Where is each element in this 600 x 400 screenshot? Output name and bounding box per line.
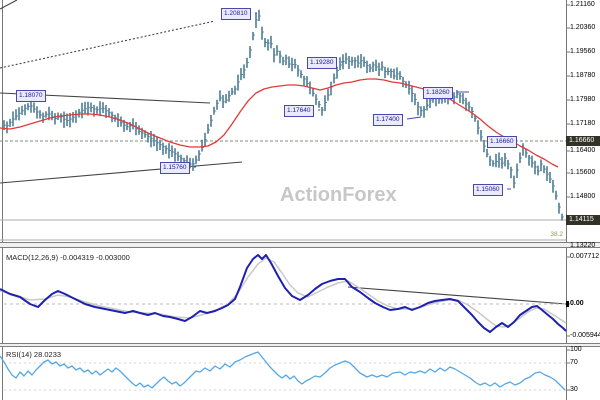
support-trendline[interactable] [0,161,243,184]
price-tag-1-18070[interactable]: 1.18070 [16,90,46,102]
price-axis-label: 1.13220 [570,242,596,249]
rsi-axis-label: 100 [570,346,582,353]
price-axis-label: 1.18780 [570,72,596,79]
price-tag-1-17640[interactable]: 1.17640 [284,105,314,117]
fib-38-2-label: 38.2 [550,231,563,238]
price-axis-label: 1.15600 [570,169,596,176]
price-axis-label: 1.16400 [570,147,596,154]
macd-zero-marker [566,301,569,307]
price-axis-label: 1.20360 [570,24,596,31]
price-axis-label: 1.21160 [570,1,595,8]
price-axis-label: 1.17180 [570,120,596,127]
macd-line [0,254,567,333]
macd-indicator-label: MACD(12,26,9) -0.004319 -0.003000 [6,253,130,262]
price-axis-label: 1.17980 [570,96,596,103]
rsi-line [0,351,566,391]
macd-signal-line [0,257,567,328]
actionforex-watermark: ActionForex [280,184,397,206]
panel-separator[interactable] [0,343,600,347]
rsi-axis-label: 30 [570,386,578,393]
rsi-indicator-label: RSI(14) 28.0233 [6,350,62,359]
price-tag-1-20810[interactable]: 1.20810 [221,8,251,20]
macd-trendline[interactable] [347,286,567,305]
price-tag-connector [406,116,422,120]
price-axis-label: 1.14800 [570,193,596,200]
price-tag-1-15060[interactable]: 1.15060 [473,184,503,196]
rsi-axis-label: 70 [570,359,578,366]
price-tag-1-16660[interactable]: 1.16660 [487,136,517,148]
price-tag-1-19280[interactable]: 1.19280 [307,57,337,69]
price-tag-1-17400[interactable]: 1.17400 [373,114,403,126]
panel-separator[interactable] [0,242,600,248]
price-axis-label: 1.19560 [570,48,596,55]
price-tag-1-15760[interactable]: 1.15760 [160,162,190,174]
dotted-rising-trendline[interactable] [0,20,216,69]
price-tag-1-18260[interactable]: 1.18260 [423,87,453,99]
wedge-corner-segment[interactable] [0,0,18,10]
macd-axis-label: 0.00 [570,300,584,307]
price-axis-label: 1.14115 [566,215,600,225]
price-bar-ticks [4,15,564,218]
price-axis-label: 1.16660 [566,136,600,146]
macd-axis-label: 0.007712 [570,253,600,260]
macd-axis-label: -0.005944 [570,332,600,339]
moving-average-line [0,78,559,168]
